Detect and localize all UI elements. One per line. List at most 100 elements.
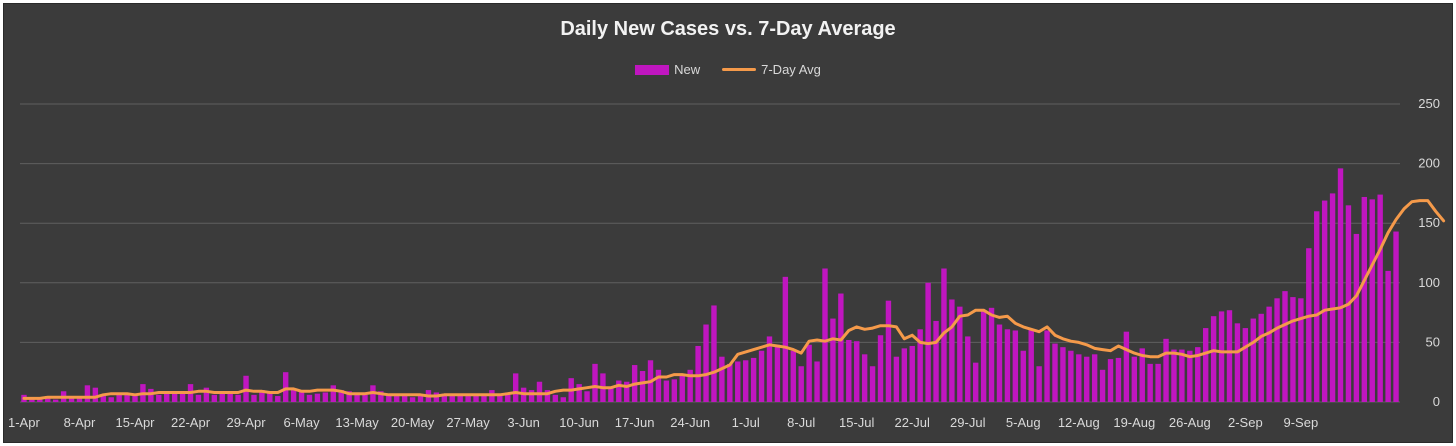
bar-new-90 bbox=[735, 361, 741, 402]
bar-new-47 bbox=[394, 396, 400, 402]
bar-new-33 bbox=[282, 372, 289, 402]
bar-new-78 bbox=[639, 371, 646, 402]
bar-new-137 bbox=[1107, 359, 1114, 402]
bar-new-156 bbox=[1258, 313, 1264, 402]
legend-label-avg: 7-Day Avg bbox=[761, 62, 821, 77]
y-tick-label: 0 bbox=[1433, 394, 1440, 409]
x-tick-label: 12-Aug bbox=[1058, 415, 1100, 430]
bar-new-107 bbox=[869, 366, 876, 402]
bar-new-20 bbox=[179, 391, 186, 402]
bar-new-173 bbox=[1393, 231, 1399, 402]
bar-new-1 bbox=[29, 398, 35, 402]
bar-new-24 bbox=[211, 394, 218, 402]
bar-new-170 bbox=[1369, 199, 1375, 402]
legend: New 7-Day Avg bbox=[0, 62, 1456, 77]
bar-new-134 bbox=[1084, 356, 1090, 402]
x-tick-label: 8-Jul bbox=[787, 415, 815, 430]
bar-new-106 bbox=[861, 354, 868, 402]
bar-new-8 bbox=[84, 385, 91, 402]
x-tick-label: 29-Jul bbox=[950, 415, 986, 430]
bar-new-142 bbox=[1147, 363, 1153, 402]
bar-new-123 bbox=[996, 324, 1003, 402]
y-tick-label: 50 bbox=[1426, 334, 1440, 349]
bar-new-89 bbox=[727, 363, 733, 402]
bar-new-2 bbox=[37, 398, 43, 402]
legend-label-new: New bbox=[674, 62, 701, 77]
bar-new-66 bbox=[544, 390, 551, 402]
bar-new-40 bbox=[338, 390, 344, 402]
bar-new-110 bbox=[893, 356, 900, 402]
bar-new-118 bbox=[957, 306, 963, 402]
bar-new-84 bbox=[687, 369, 693, 402]
bar-new-98 bbox=[798, 366, 804, 402]
bar-new-23 bbox=[203, 387, 210, 402]
x-tick-label: 15-Jul bbox=[839, 415, 875, 430]
bar-new-158 bbox=[1274, 298, 1280, 402]
bar-new-91 bbox=[742, 360, 749, 402]
bar-new-149 bbox=[1202, 328, 1209, 402]
bar-new-41 bbox=[346, 391, 352, 402]
bar-new-6 bbox=[68, 398, 75, 402]
bar-new-11 bbox=[108, 397, 114, 402]
bar-new-9 bbox=[92, 387, 99, 402]
bar-new-154 bbox=[1242, 328, 1249, 402]
bar-new-125 bbox=[1012, 330, 1019, 402]
bar-new-49 bbox=[409, 397, 416, 402]
bar-new-10 bbox=[100, 396, 106, 402]
bar-new-138 bbox=[1115, 357, 1122, 402]
bar-new-29 bbox=[251, 394, 257, 402]
bar-new-7 bbox=[76, 396, 83, 402]
bar-new-151 bbox=[1218, 311, 1225, 402]
bar-new-96 bbox=[782, 276, 789, 402]
legend-item-avg: 7-Day Avg bbox=[722, 62, 821, 77]
bar-new-16 bbox=[148, 388, 154, 402]
bar-new-139 bbox=[1123, 331, 1130, 402]
bar-new-169 bbox=[1361, 196, 1368, 402]
bar-new-132 bbox=[1068, 350, 1074, 402]
bar-new-67 bbox=[552, 394, 559, 402]
bar-new-12 bbox=[116, 394, 122, 402]
bar-new-103 bbox=[838, 293, 844, 402]
bar-new-4 bbox=[52, 399, 59, 402]
y-tick-label: 100 bbox=[1418, 275, 1440, 290]
bar-new-97 bbox=[790, 350, 796, 402]
bar-new-62 bbox=[512, 373, 519, 402]
bar-new-14 bbox=[132, 393, 138, 402]
bar-new-143 bbox=[1155, 363, 1161, 402]
bar-new-46 bbox=[386, 393, 392, 402]
bar-new-153 bbox=[1234, 323, 1241, 402]
bar-new-58 bbox=[481, 393, 487, 402]
bar-new-160 bbox=[1290, 297, 1296, 402]
bar-new-99 bbox=[806, 344, 812, 402]
bar-new-124 bbox=[1004, 329, 1011, 402]
bar-new-159 bbox=[1282, 291, 1288, 402]
y-tick-label: 150 bbox=[1418, 215, 1440, 230]
bar-new-36 bbox=[306, 394, 313, 402]
bar-new-164 bbox=[1321, 200, 1328, 402]
bar-new-92 bbox=[750, 357, 757, 402]
bar-new-60 bbox=[497, 394, 503, 402]
bar-new-38 bbox=[322, 392, 329, 402]
bar-new-150 bbox=[1210, 316, 1217, 402]
legend-swatch-new bbox=[635, 64, 670, 75]
bar-new-19 bbox=[171, 392, 178, 402]
bar-new-113 bbox=[917, 329, 923, 402]
bar-new-32 bbox=[275, 396, 281, 402]
bar-new-108 bbox=[877, 335, 884, 402]
bar-new-119 bbox=[965, 336, 971, 402]
legend-swatch-avg bbox=[722, 68, 757, 71]
bar-new-165 bbox=[1329, 193, 1336, 402]
bar-new-56 bbox=[465, 396, 471, 402]
bar-new-130 bbox=[1052, 343, 1058, 402]
bar-new-161 bbox=[1298, 298, 1304, 402]
bar-new-168 bbox=[1353, 233, 1360, 402]
bar-new-17 bbox=[156, 394, 162, 402]
bar-new-147 bbox=[1187, 350, 1193, 402]
bar-new-135 bbox=[1091, 354, 1098, 402]
bar-new-50 bbox=[417, 394, 424, 402]
bar-new-68 bbox=[560, 397, 566, 402]
bar-new-162 bbox=[1306, 248, 1312, 402]
x-tick-label: 15-Apr bbox=[115, 415, 155, 430]
